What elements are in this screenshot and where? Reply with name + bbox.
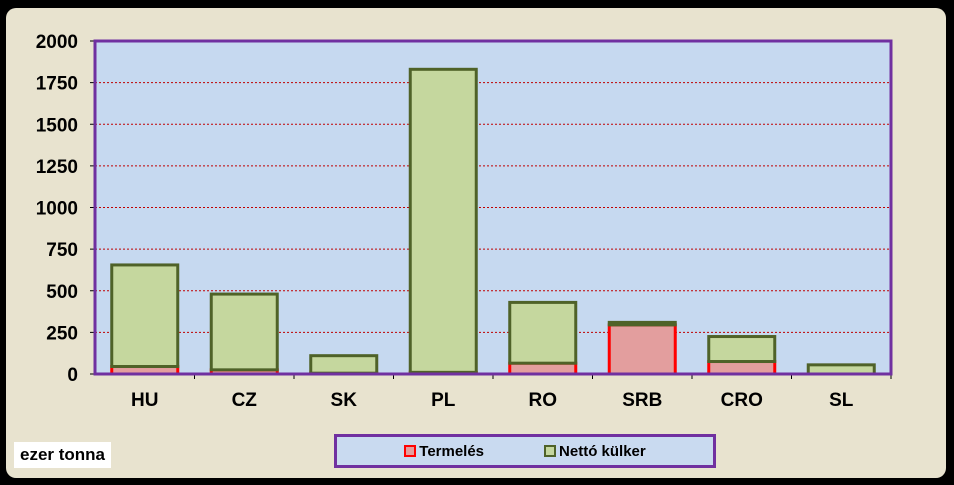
x-tick-label: SRB [622,390,662,411]
bar-termeles-cro [707,360,777,376]
y-tick-label: 250 [46,323,78,344]
bar-netto-kulker-cz [209,292,279,372]
y-tick-label: 1500 [36,115,78,136]
y-tick-label: 2000 [36,32,78,53]
y-tick-label: 1750 [36,74,78,95]
bar-termeles-srb [607,323,677,376]
y-tick-label: 1000 [36,199,78,220]
legend: Termelés Nettó külker [334,434,716,468]
y-tick-label: 0 [67,365,78,386]
legend-label-netto-kulker: Nettó külker [559,442,646,460]
legend-label-termeles: Termelés [419,442,485,460]
y-tick-label: 1250 [36,157,78,178]
x-tick-label: HU [131,390,158,411]
bar-netto-kulker-ro [508,300,578,365]
bar-netto-kulker-pl [408,67,478,374]
bar-netto-kulker-srb [607,320,677,327]
x-tick-label: SL [829,390,854,411]
legend-swatch-netto-kulker [544,445,557,457]
unit-label: ezer tonna [14,442,112,468]
legend-swatch-termeles [404,445,417,457]
x-tick-label: CRO [721,390,763,411]
x-tick-label: CZ [232,390,258,411]
bar-netto-kulker-hu [110,263,180,369]
x-tick-label: SK [331,390,358,411]
x-tick-label: PL [431,390,456,411]
x-tick-label: RO [529,390,558,411]
bar-netto-kulker-cro [707,335,777,364]
bar-termeles-ro [508,361,578,376]
plot-border [93,39,893,376]
legend-item-netto-kulker: Nettó külker [544,443,646,460]
y-tick-label: 500 [46,282,78,303]
y-tick-label: 750 [46,240,78,261]
bar-netto-kulker-sk [309,354,379,375]
legend-item-termeles: Termelés [404,443,484,460]
